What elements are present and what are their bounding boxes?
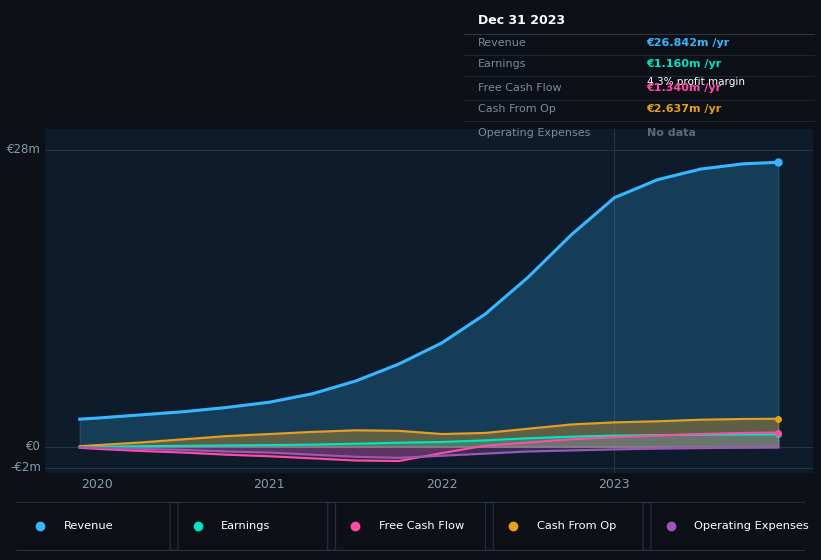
Text: Cash From Op: Cash From Op: [537, 521, 616, 531]
Text: Operating Expenses: Operating Expenses: [695, 521, 809, 531]
Text: -€2m: -€2m: [11, 461, 41, 474]
Text: Earnings: Earnings: [478, 59, 526, 69]
Text: Earnings: Earnings: [222, 521, 271, 531]
Text: Free Cash Flow: Free Cash Flow: [478, 83, 562, 93]
Text: Revenue: Revenue: [478, 38, 526, 48]
Text: Revenue: Revenue: [64, 521, 113, 531]
Text: €1.340m /yr: €1.340m /yr: [647, 83, 722, 93]
Text: Cash From Op: Cash From Op: [478, 104, 556, 114]
Text: Free Cash Flow: Free Cash Flow: [379, 521, 464, 531]
Text: €28m: €28m: [7, 143, 41, 156]
Text: No data: No data: [647, 128, 695, 138]
Text: €2.637m /yr: €2.637m /yr: [647, 104, 722, 114]
Text: €0: €0: [26, 440, 41, 453]
Text: Dec 31 2023: Dec 31 2023: [478, 15, 565, 27]
Text: 4.3% profit margin: 4.3% profit margin: [647, 77, 745, 87]
Text: €26.842m /yr: €26.842m /yr: [647, 38, 730, 48]
Text: Operating Expenses: Operating Expenses: [478, 128, 590, 138]
Text: €1.160m /yr: €1.160m /yr: [647, 59, 722, 69]
